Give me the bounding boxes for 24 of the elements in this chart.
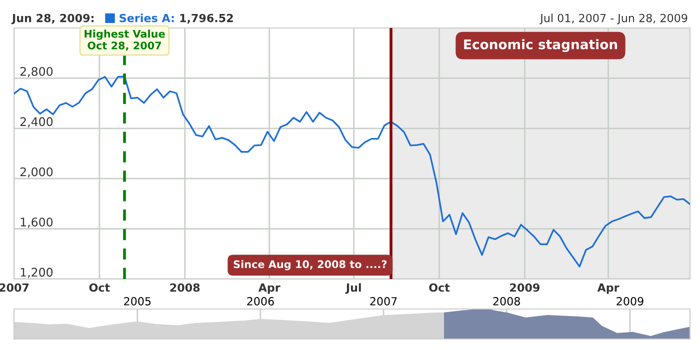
ref-line-label: Since Aug 10, 2008 to ....? bbox=[234, 260, 387, 270]
x-tick-label: 2006 bbox=[247, 297, 274, 306]
x-tick-label: Oct bbox=[429, 283, 450, 292]
x-tick-label: 2007 bbox=[370, 297, 397, 306]
text: 1,796.52 bbox=[180, 14, 233, 24]
x-tick-label: 2009 bbox=[616, 297, 644, 306]
chart-title: Jun 28, 2009: bbox=[11, 14, 94, 24]
band-label: Economic stagnation bbox=[464, 39, 618, 52]
x-tick-label: Apr bbox=[597, 284, 620, 294]
legend-label: Series A: bbox=[120, 14, 174, 22]
x-tick-label: 2008 bbox=[493, 297, 520, 306]
y-tick-label: 2,400 bbox=[20, 117, 53, 128]
x-tick-label: 2005 bbox=[124, 297, 151, 306]
x-tick-label: 2009 bbox=[510, 283, 540, 292]
ref-line-label: Highest Value Oct 28, 2007 bbox=[84, 30, 165, 51]
x-tick-label: 2008 bbox=[170, 283, 200, 292]
y-tick-label: 1,600 bbox=[20, 218, 53, 228]
y-tick-label: 1,200 bbox=[20, 268, 53, 278]
y-tick-label: 2,000 bbox=[20, 167, 53, 178]
x-tick-label: Jul bbox=[345, 283, 361, 294]
x-tick-label: Oct bbox=[89, 283, 110, 292]
chart-subtitle: Jul 01, 2007 - Jun 28, 2009 bbox=[540, 14, 688, 24]
y-tick-label: 2,800 bbox=[20, 66, 53, 78]
x-tick-label: Apr bbox=[258, 284, 280, 294]
